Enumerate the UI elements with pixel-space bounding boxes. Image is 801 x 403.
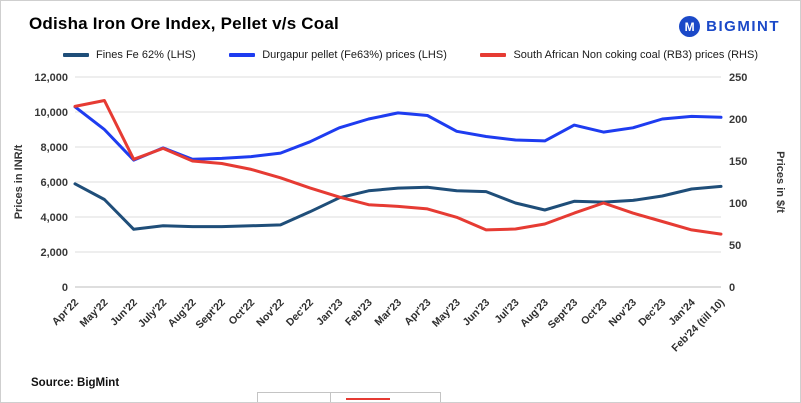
svg-text:10,000: 10,000: [34, 107, 68, 119]
svg-text:100: 100: [729, 198, 747, 210]
chart-area: 0 2,000 4,000 6,000 8,000 10,000 12,000 0 50 100 1…: [1, 65, 800, 370]
svg-text:Oct'23: Oct'23: [579, 297, 610, 328]
svg-text:50: 50: [729, 240, 741, 252]
legend-item: Durgapur pellet (Fe63%) prices (LHS): [229, 49, 447, 61]
svg-text:Nov'23: Nov'23: [606, 297, 639, 330]
svg-text:Jun'22: Jun'22: [108, 297, 140, 329]
line-chart: 0 2,000 4,000 6,000 8,000 10,000 12,000 0 50 100 1…: [13, 72, 786, 355]
svg-text:May'22: May'22: [78, 297, 111, 330]
svg-text:0: 0: [62, 282, 68, 294]
legend-label: Fines Fe 62% (LHS): [96, 49, 196, 61]
svg-text:Prices in $/t: Prices in $/t: [774, 151, 786, 213]
chart-legend: Fines Fe 62% (LHS) Durgapur pellet (Fe63%…: [1, 49, 800, 61]
legend-label: Durgapur pellet (Fe63%) prices (LHS): [262, 49, 447, 61]
svg-text:Aug'22: Aug'22: [166, 297, 199, 330]
svg-text:Dec'23: Dec'23: [636, 297, 668, 329]
svg-text:0: 0: [729, 282, 735, 294]
svg-text:Mar'23: Mar'23: [372, 297, 404, 329]
svg-text:Sept'23: Sept'23: [546, 297, 581, 332]
svg-text:May'23: May'23: [430, 297, 463, 330]
svg-text:6,000: 6,000: [40, 177, 68, 189]
svg-text:250: 250: [729, 72, 747, 84]
legend-label: South African Non coking coal (RB3) pric…: [513, 49, 758, 61]
legend-swatch: [480, 53, 507, 57]
svg-text:Jun'23: Jun'23: [461, 297, 493, 329]
svg-text:Nov'22: Nov'22: [254, 297, 287, 330]
svg-text:Oct'22: Oct'22: [226, 297, 257, 328]
partial-cropped-table: [257, 392, 441, 402]
page-title: Odisha Iron Ore Index, Pellet v/s Coal: [29, 14, 339, 33]
brand-name: BIGMINT: [706, 18, 780, 35]
svg-text:12,000: 12,000: [34, 72, 68, 84]
svg-text:Apr'23: Apr'23: [402, 297, 433, 328]
bigmint-logo: M BIGMINT: [679, 16, 780, 37]
svg-text:4,000: 4,000: [40, 212, 68, 224]
bigmint-logo-icon: M: [679, 16, 701, 37]
svg-text:Dec'22: Dec'22: [284, 297, 316, 329]
svg-text:Apr'22: Apr'22: [50, 297, 81, 328]
svg-text:8,000: 8,000: [40, 142, 68, 154]
svg-text:Feb'24 (till 10): Feb'24 (till 10): [669, 297, 727, 355]
svg-text:150: 150: [729, 156, 747, 168]
source-note: Source: BigMint: [31, 377, 120, 389]
svg-text:200: 200: [729, 114, 747, 126]
legend-swatch: [229, 53, 256, 57]
legend-item: Fines Fe 62% (LHS): [63, 49, 196, 61]
header: Odisha Iron Ore Index, Pellet v/s Coal M…: [1, 1, 800, 37]
svg-text:2,000: 2,000: [40, 247, 68, 259]
legend-swatch: [63, 53, 89, 57]
svg-text:Feb'23: Feb'23: [343, 297, 375, 329]
legend-item: South African Non coking coal (RB3) pric…: [480, 49, 758, 61]
svg-text:Aug'23: Aug'23: [518, 297, 551, 330]
svg-text:Sept'22: Sept'22: [193, 297, 228, 332]
svg-text:Jan'23: Jan'23: [314, 297, 345, 328]
svg-text:Prices in INR/t: Prices in INR/t: [13, 144, 25, 219]
svg-text:July'22: July'22: [136, 297, 169, 330]
